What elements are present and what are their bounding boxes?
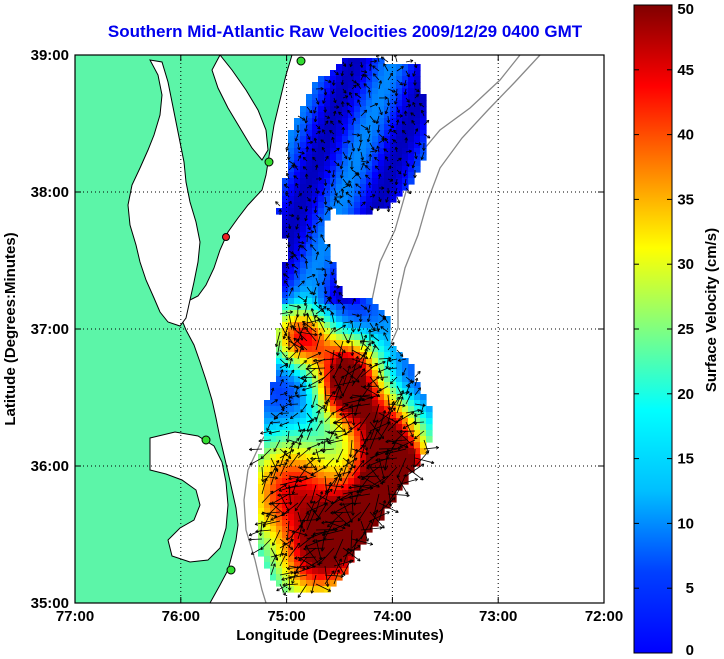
x-tick-label: 76:00 — [162, 608, 200, 625]
hf-radar-station — [222, 233, 230, 241]
hf-radar-station — [264, 157, 274, 167]
colorbar-tick-label: 30 — [677, 256, 694, 273]
y-tick-label: 38:00 — [31, 184, 69, 201]
colorbar — [633, 4, 673, 654]
colorbar-label: Surface Velocity (cm/s) — [703, 228, 720, 392]
velocity-vectors — [248, 55, 439, 598]
y-tick-label: 35:00 — [31, 595, 69, 612]
hf-radar-station — [201, 435, 211, 445]
colorbar-tick-label: 5 — [686, 580, 694, 597]
grid-lines — [75, 55, 604, 603]
colorbar-tick-label: 0 — [686, 642, 694, 659]
chesapeake-bay — [127, 59, 201, 327]
map-title: Southern Mid-Atlantic Raw Velocities 200… — [107, 22, 583, 41]
y-tick-label: 37:00 — [31, 321, 69, 338]
pamlico-sound — [149, 431, 229, 563]
y-tick-label: 39:00 — [31, 47, 69, 64]
y-tick-label: 36:00 — [31, 458, 69, 475]
y-axis-label: Latitude (Degrees:Minutes) — [2, 232, 19, 425]
hf-radar-station — [226, 565, 236, 575]
colorbar-tick-label: 25 — [677, 321, 694, 338]
colorbar-tick-label: 20 — [677, 386, 694, 403]
x-axis: 77:00 76:00 75:00 74:00 73:00 72:00 — [56, 55, 623, 625]
y-axis: 39:00 38:00 37:00 36:00 35:00 — [31, 47, 604, 612]
colorbar-tick-label: 15 — [677, 451, 694, 468]
colorbar-tick-label: 50 — [677, 1, 694, 18]
hf-radar-station — [296, 56, 306, 66]
delaware-bay — [211, 55, 269, 161]
x-tick-label: 72:00 — [585, 608, 623, 625]
x-tick-label: 74:00 — [373, 608, 411, 625]
x-tick-label: 75:00 — [267, 608, 305, 625]
x-tick-label: 73:00 — [479, 608, 517, 625]
colorbar-tick-label: 40 — [677, 127, 694, 144]
x-axis-label: Longitude (Degrees:Minutes) — [236, 627, 444, 644]
colorbar-tick-label: 45 — [677, 62, 694, 79]
x-tick-label: 77:00 — [56, 608, 94, 625]
colorbar-tick-label: 35 — [677, 191, 694, 208]
colorbar-tick-label: 10 — [677, 515, 694, 532]
